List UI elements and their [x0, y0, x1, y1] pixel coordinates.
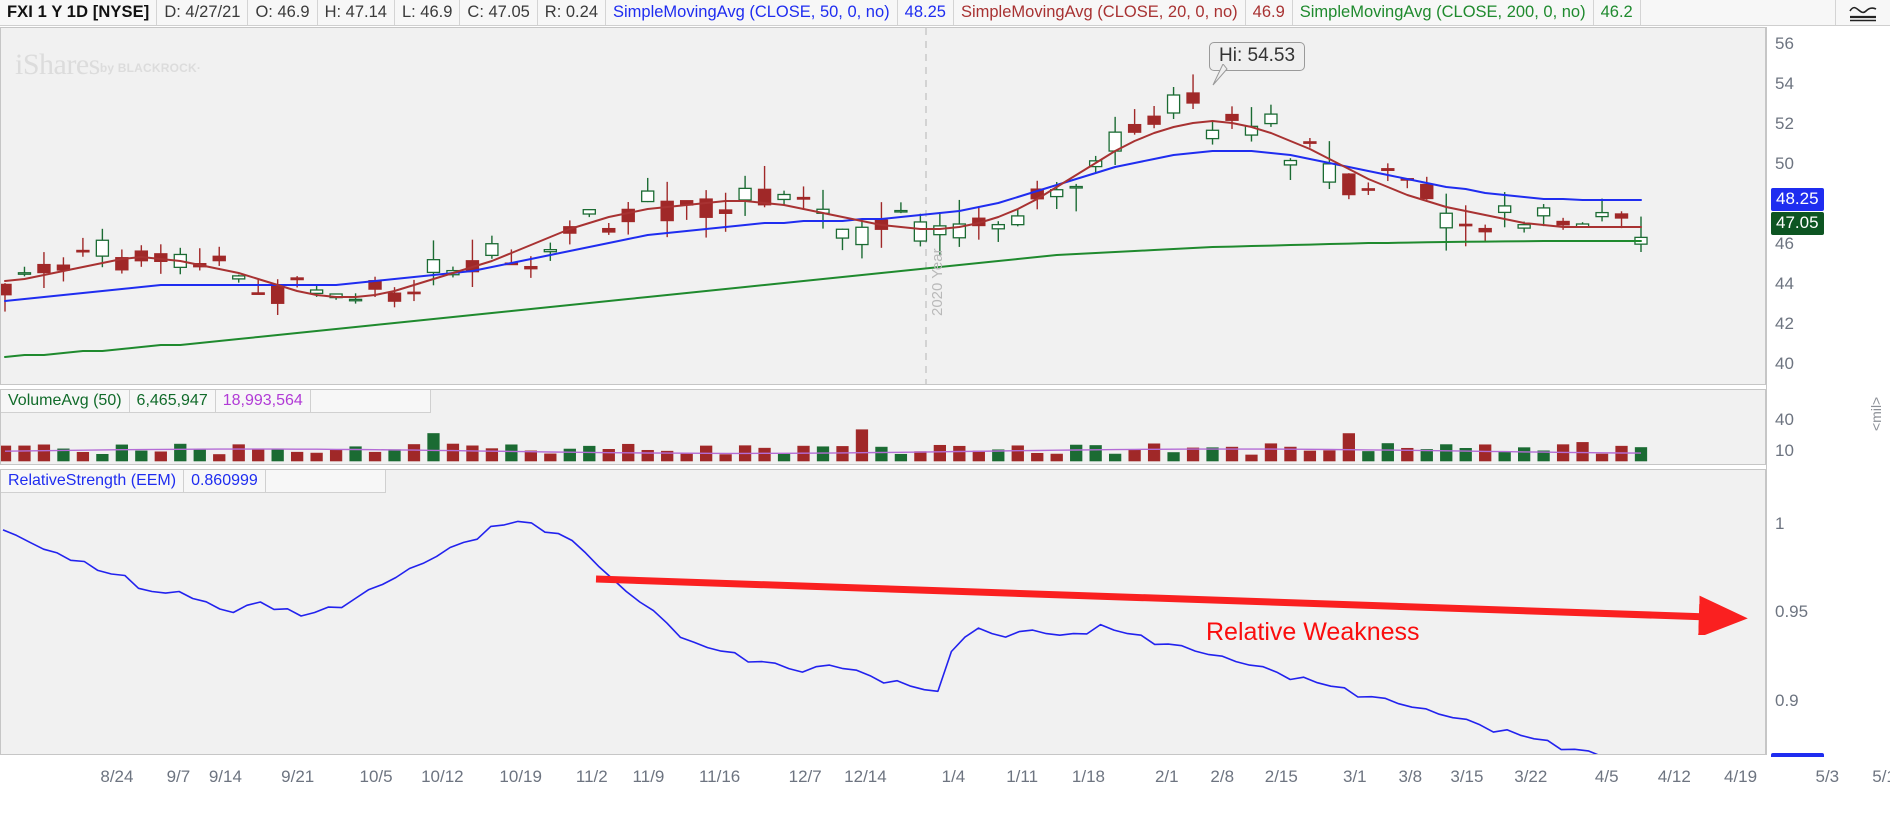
volume-chart-panel[interactable]: VolumeAvg (50) 6,465,947 18,993,564: [0, 389, 1766, 465]
relative-strength-legend-spacer: [265, 470, 386, 493]
date-tick-label: 1/11: [1006, 767, 1039, 786]
date-tick-label: 2/1: [1154, 767, 1179, 786]
watermark-sub: by BLACKROCK·: [99, 61, 202, 75]
quote-date: D: 4/27/21: [157, 0, 249, 25]
date-tick-label: 12/14: [844, 767, 887, 786]
symbol-label[interactable]: FXI 1 Y 1D [NYSE]: [0, 0, 158, 25]
relative-strength-panel[interactable]: RelativeStrength (EEM) 0.860999: [0, 469, 1766, 755]
indicator-sma20-value: 46.9: [1246, 0, 1293, 25]
date-tick-label: 3/8: [1398, 767, 1423, 786]
quote-low: L: 46.9: [395, 0, 461, 25]
quote-close: C: 47.05: [460, 0, 538, 25]
axis-tick-label: 10: [1775, 440, 1794, 460]
date-tick-label: 2/8: [1210, 767, 1235, 786]
axis-value-tag: 47.05: [1771, 212, 1824, 235]
year-divider-label: 2020 Year: [929, 248, 946, 316]
date-tick-label: 11/16: [698, 767, 741, 786]
date-tick-label: 5/3: [1815, 767, 1840, 786]
volume-legend: VolumeAvg (50) 6,465,947 18,993,564: [1, 390, 431, 413]
volume-title[interactable]: VolumeAvg (50): [1, 390, 130, 413]
axis-tick-label: 46: [1775, 234, 1794, 253]
watermark-brand: iShares: [15, 48, 100, 81]
indicator-sma20-label[interactable]: SimpleMovingAvg (CLOSE, 20, 0, no): [954, 0, 1246, 25]
quote-open: O: 46.9: [248, 0, 318, 25]
relative-strength-line-plot: [2, 520, 1599, 754]
relative-strength-title[interactable]: RelativeStrength (EEM): [1, 470, 185, 493]
date-axis[interactable]: 8/24 9/7 9/14 9/21 10/5 10/12 10/19 11/2 11/9 11/…: [0, 757, 1890, 824]
volume-unit-label: <mil>: [1868, 396, 1884, 431]
axis-tick-label: 0.9: [1775, 690, 1799, 710]
relative-weakness-annotation[interactable]: Relative Weakness: [1206, 618, 1420, 646]
axis-tick-label: 0.95: [1775, 602, 1809, 622]
date-tick-label: 4/12: [1657, 767, 1691, 786]
axis-divider-line: [1766, 27, 1767, 755]
indicator-sma200-label[interactable]: SimpleMovingAvg (CLOSE, 200, 0, no): [1293, 0, 1594, 25]
quote-toolbar: FXI 1 Y 1D [NYSE] D: 4/27/21 O: 46.9 H: …: [0, 0, 1890, 26]
volume-avg-value: 6,465,947: [129, 390, 216, 413]
date-tick-label: 10/5: [359, 767, 393, 786]
date-tick-label: 3/15: [1450, 767, 1484, 786]
date-tick-label: 10/12: [421, 767, 464, 786]
date-tick-label: 5/10: [1872, 767, 1890, 786]
date-tick-label: 3/1: [1342, 767, 1367, 786]
date-tick-label: 12/7: [788, 767, 822, 786]
relative-strength-value: 0.860999: [184, 470, 266, 493]
quote-high: H: 47.14: [318, 0, 395, 25]
date-tick-label: 2/15: [1264, 767, 1298, 786]
price-chart-panel[interactable]: iSharesby BLACKROCK· 2020 Year: [0, 27, 1766, 385]
date-tick-label: 3/22: [1514, 767, 1548, 786]
axis-tick-label: 40: [1775, 410, 1794, 430]
indicator-curve-icon[interactable]: [1836, 0, 1890, 25]
axis-tick-label: 50: [1775, 154, 1794, 173]
indicator-sma200-value: 46.2: [1594, 0, 1641, 25]
date-tick-label: 1/4: [941, 767, 966, 786]
axis-tick-label: 40: [1775, 354, 1794, 373]
date-tick-label: 9/14: [208, 767, 242, 786]
axis-tick-label: 56: [1775, 34, 1794, 53]
high-callout-tail-icon: [1212, 64, 1228, 86]
quote-range: R: 0.24: [538, 0, 606, 25]
date-tick-label: 4/19: [1723, 767, 1758, 786]
date-tick-label: 4/5: [1594, 767, 1619, 786]
volume-legend-spacer: [310, 390, 431, 413]
volume-bar-plot: [1, 429, 1648, 462]
axis-tick-label: 44: [1775, 274, 1794, 293]
date-tick-label: 10/19: [499, 767, 542, 786]
axis-tick-label: 1: [1775, 513, 1785, 533]
indicator-sma50-value: 48.25: [898, 0, 954, 25]
price-candlestick-plot: [1, 28, 1648, 384]
date-tick-label: 9/7: [166, 767, 191, 786]
ishares-watermark: iSharesby BLACKROCK·: [15, 48, 201, 82]
date-tick-label: 11/9: [632, 767, 665, 786]
indicator-sma50-label[interactable]: SimpleMovingAvg (CLOSE, 50, 0, no): [606, 0, 898, 25]
axis-tick-label: 54: [1775, 74, 1794, 93]
volume-last-value: 18,993,564: [215, 390, 311, 413]
toolbar-spacer: [1641, 0, 1836, 25]
relative-strength-legend: RelativeStrength (EEM) 0.860999: [1, 470, 386, 493]
date-tick-label: 11/2: [575, 767, 608, 786]
date-tick-label: 9/21: [281, 767, 315, 786]
date-tick-label: 1/18: [1071, 767, 1105, 786]
date-tick-label: 8/24: [100, 767, 134, 786]
axis-tick-label: 52: [1775, 114, 1794, 133]
axis-tick-label: 42: [1775, 314, 1794, 333]
axis-value-tag: 48.25: [1771, 188, 1824, 211]
